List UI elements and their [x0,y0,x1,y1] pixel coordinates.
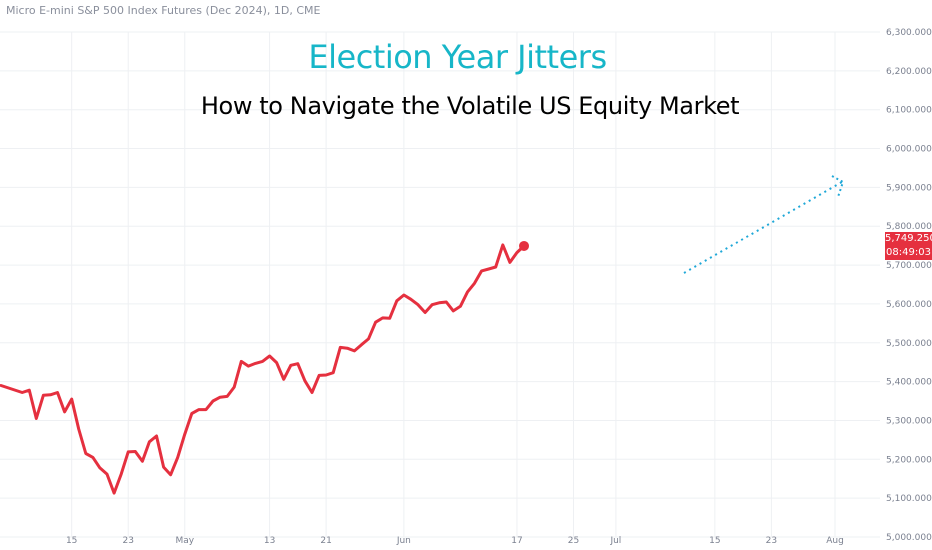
y-tick-label: 5,600.000 [886,300,932,310]
last-price-value: 5,749.250 [885,233,932,244]
chart-subtitle: How to Navigate the Volatile US Equity M… [200,92,740,120]
last-price-dot [519,240,530,251]
projection-line [683,181,843,274]
x-tick-label: 17 [511,536,522,546]
x-tick-label: Aug [826,536,844,546]
y-tick-label: 5,500.000 [886,339,932,349]
y-tick-label: 5,900.000 [886,183,932,193]
last-price-badge: 5,749.250 08:49:03 [885,232,932,260]
x-tick-label: Jun [396,536,411,546]
y-tick-label: 5,100.000 [886,494,932,504]
bar-countdown: 08:49:03 [886,247,931,258]
y-tick-label: 6,000.000 [886,145,932,155]
y-tick-label: 5,400.000 [886,378,932,388]
x-tick-label: 23 [766,536,777,546]
x-tick-label: Jul [609,536,621,546]
y-tick-label: 5,200.000 [886,455,932,465]
x-tick-label: 21 [320,536,331,546]
price-line [0,243,526,495]
x-tick-label: May [175,536,194,546]
x-tick-label: 15 [709,536,720,546]
symbol-description: Micro E-mini S&P 500 Index Futures (Dec … [6,4,321,17]
y-axis: 5,000.000 5,100.000 5,200.000 5,300.000 5,40… [886,28,932,543]
x-axis: 15 23 May 13 21 Jun 17 25 Jul 15 23 Aug [66,536,844,546]
chart-title: Election Year Jitters [308,38,607,76]
x-tick-label: 15 [66,536,77,546]
x-tick-label: 25 [568,536,579,546]
x-tick-label: 13 [264,536,275,546]
x-tick-label: 23 [122,536,133,546]
y-tick-label: 5,300.000 [886,416,932,426]
y-tick-label: 6,300.000 [886,28,932,38]
y-tick-label: 5,700.000 [886,261,932,271]
projection-arrow [683,175,845,274]
y-tick-label: 5,000.000 [886,533,932,543]
y-tick-label: 6,200.000 [886,67,932,77]
grid-lines [0,31,880,538]
projection-arrowhead [831,175,845,198]
y-tick-label: 6,100.000 [886,106,932,116]
y-tick-label: 5,800.000 [886,222,932,232]
